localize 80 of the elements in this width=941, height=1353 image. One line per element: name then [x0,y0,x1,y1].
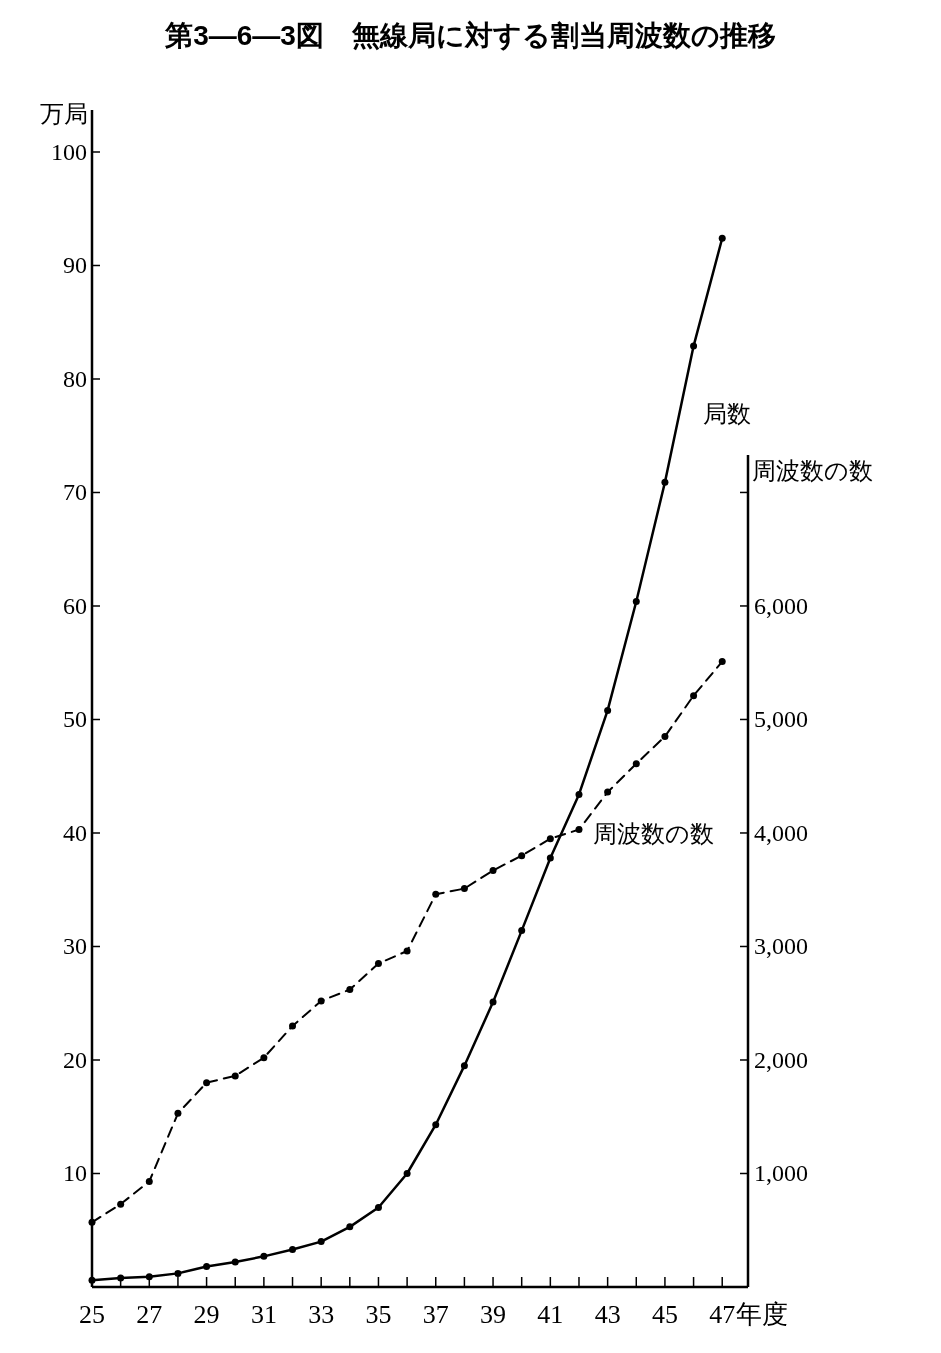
point [546,854,554,862]
x-tick-label: 25 [79,1300,105,1329]
point [489,998,497,1006]
y2-axis-title: 周波数の数 [752,458,873,484]
series-label: 周波数の数 [592,820,714,847]
point [604,788,612,796]
y-tick-label: 50 [63,706,87,733]
y-tick-label: 60 [63,593,87,619]
x-tick-label: 47 [709,1300,736,1329]
point [317,997,325,1005]
point [174,1269,182,1277]
point [203,1263,211,1271]
series-label: 局数 [703,401,752,428]
point [575,826,583,834]
point [117,1274,125,1282]
point [518,852,526,860]
y-tick-label: 80 [63,366,87,392]
point [632,597,640,605]
y-axis-title: 万局 [40,101,88,127]
point [604,706,612,714]
point [346,1223,354,1231]
y2-tick-label: 6,000 [754,592,808,619]
x-axis-title: 年度 [736,1300,789,1329]
point [260,1054,268,1062]
point [145,1177,153,1185]
point [88,1218,96,1226]
point [174,1109,182,1117]
point [661,733,669,740]
point [145,1273,153,1281]
chart-title: 第3—6—3図 無線局に対する割当周波数の推移 [164,20,776,51]
point [690,342,698,350]
point [718,234,726,242]
point [718,658,726,666]
point [403,1170,411,1177]
point [546,835,554,843]
y2-tick-label: 1,000 [754,1160,808,1187]
y-tick-label: 100 [51,139,87,165]
y-tick-label: 90 [63,252,87,279]
point [575,790,583,798]
x-tick-label: 31 [250,1300,277,1329]
point [231,1072,239,1080]
point [489,866,497,874]
y-tick-label: 20 [63,1047,87,1073]
point [117,1200,125,1208]
x-tick-label: 41 [537,1300,564,1329]
y-tick-label: 30 [63,933,87,960]
point [374,1204,382,1212]
point [317,1238,325,1246]
point [88,1276,96,1284]
x-tick-label: 37 [422,1300,449,1329]
y-tick-label: 40 [63,820,87,846]
point [432,1121,440,1129]
y-tick-label: 10 [63,1160,87,1187]
point [289,1246,297,1254]
point [374,960,382,968]
x-tick-label: 27 [136,1300,163,1329]
point [403,947,411,955]
point [690,692,698,700]
point [518,927,526,935]
point [460,1062,468,1070]
y2-tick-label: 2,000 [754,1046,808,1073]
point [460,885,468,893]
x-tick-label: 43 [594,1300,621,1329]
x-tick-label: 35 [365,1300,392,1329]
y2-tick-label: 4,000 [754,819,808,846]
point [432,890,440,898]
point [632,760,640,768]
point [231,1258,239,1266]
y2-tick-label: 5,000 [754,706,808,733]
point [260,1252,268,1260]
x-tick-label: 45 [651,1300,678,1329]
y-tick-label: 70 [63,479,87,506]
x-tick-label: 39 [480,1300,507,1329]
point [346,986,354,994]
point [203,1079,211,1087]
y2-tick-label: 3,000 [754,933,808,960]
point [289,1022,297,1030]
point [661,478,669,486]
x-tick-label: 33 [308,1300,335,1329]
x-tick-label: 29 [193,1300,220,1329]
